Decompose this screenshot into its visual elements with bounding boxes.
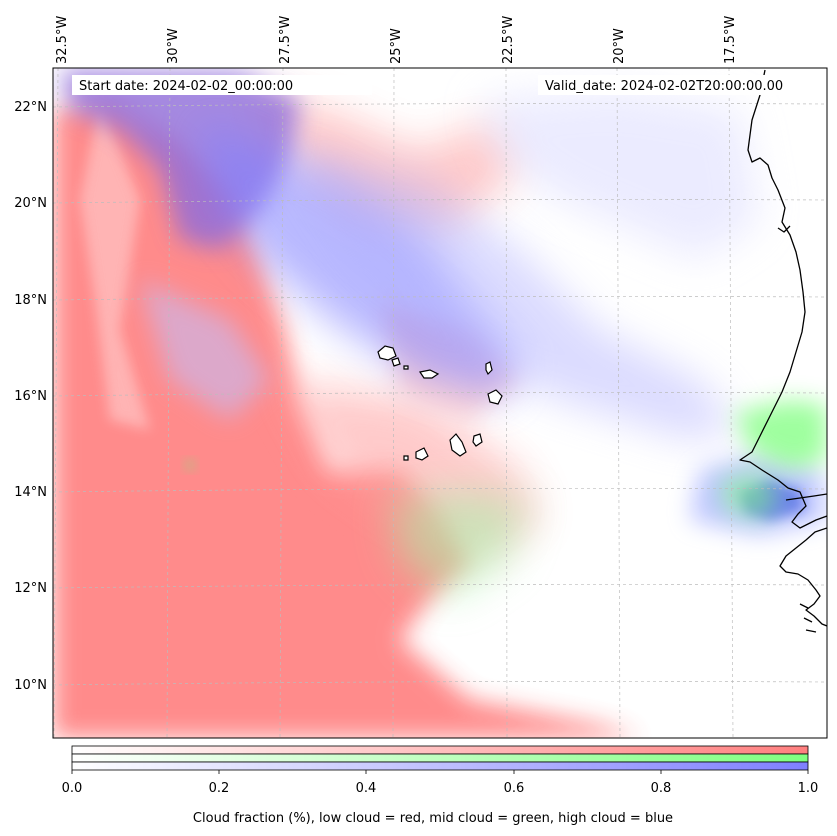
mid-cloud-layer bbox=[185, 400, 827, 600]
colorbar-mid-cloud bbox=[71, 753, 809, 763]
lon-label-22-5w: 22.5°W bbox=[501, 16, 516, 64]
colorbar: 0.0 0.2 0.4 0.6 0.8 1.0 Cloud fraction (… bbox=[62, 745, 819, 826]
colorbar-tick-0-8: 0.8 bbox=[651, 781, 672, 796]
santiago-island bbox=[449, 433, 467, 457]
lon-label-25w: 25°W bbox=[389, 28, 404, 64]
lon-label-27-5w: 27.5°W bbox=[278, 16, 293, 64]
africa-coastline bbox=[739, 69, 827, 529]
colorbar-tick-1: 1.0 bbox=[798, 781, 819, 796]
lat-label-22n: 22°N bbox=[14, 100, 47, 115]
western-sahara-inlet bbox=[777, 225, 791, 233]
valid-date-label: Valid_date: 2024-02-02T20:00:00.00 bbox=[545, 79, 783, 94]
colorbar-tick-0-6: 0.6 bbox=[504, 781, 525, 796]
colorbar-tick-0: 0.0 bbox=[62, 781, 83, 796]
map-frame bbox=[52, 67, 828, 739]
longitude-labels: 32.5°W 30°W 27.5°W 25°W 22.5°W 20°W 17.5… bbox=[55, 16, 738, 64]
africa-coastline-south bbox=[779, 527, 827, 627]
lon-label-20w: 20°W bbox=[612, 28, 627, 64]
latitude-labels: 22°N 20°N 18°N 16°N 14°N 12°N 10°N bbox=[14, 100, 47, 693]
start-date-label: Start date: 2024-02-02_00:00:00 bbox=[79, 79, 293, 94]
colorbar-tick-0-2: 0.2 bbox=[209, 781, 230, 796]
lat-label-14n: 14°N bbox=[14, 485, 47, 500]
lon-label-17-5w: 17.5°W bbox=[723, 16, 738, 64]
colorbar-tick-0-4: 0.4 bbox=[356, 781, 377, 796]
graticule bbox=[53, 68, 827, 738]
maio-island bbox=[472, 433, 483, 447]
lat-label-16n: 16°N bbox=[14, 389, 47, 404]
fogo-island bbox=[415, 447, 429, 461]
sal-island bbox=[485, 361, 493, 376]
cloud-field bbox=[53, 68, 827, 738]
lat-label-10n: 10°N bbox=[14, 678, 47, 693]
cape-verde-islands bbox=[377, 345, 503, 461]
santa-luzia-island bbox=[403, 365, 409, 370]
brava-island bbox=[403, 455, 409, 461]
lat-label-18n: 18°N bbox=[14, 293, 47, 308]
valid-date-box bbox=[538, 75, 806, 95]
lat-label-12n: 12°N bbox=[14, 581, 47, 596]
colorbar-low-cloud bbox=[71, 745, 809, 755]
sao-nicolau-island bbox=[419, 369, 440, 379]
sao-vicente-island bbox=[391, 357, 401, 367]
colorbar-ticks bbox=[71, 770, 809, 774]
colorbar-caption: Cloud fraction (%), low cloud = red, mid… bbox=[193, 811, 673, 826]
bijagos-islands bbox=[799, 603, 817, 633]
lon-label-30w: 30°W bbox=[166, 28, 181, 64]
colorbar-high-cloud bbox=[71, 761, 809, 771]
santo-antao-island bbox=[377, 345, 397, 361]
lat-label-20n: 20°N bbox=[14, 196, 47, 211]
boa-vista-island bbox=[487, 389, 503, 405]
start-date-box bbox=[72, 75, 372, 95]
gambia-river bbox=[785, 493, 827, 501]
lon-label-32-5w: 32.5°W bbox=[55, 16, 70, 64]
